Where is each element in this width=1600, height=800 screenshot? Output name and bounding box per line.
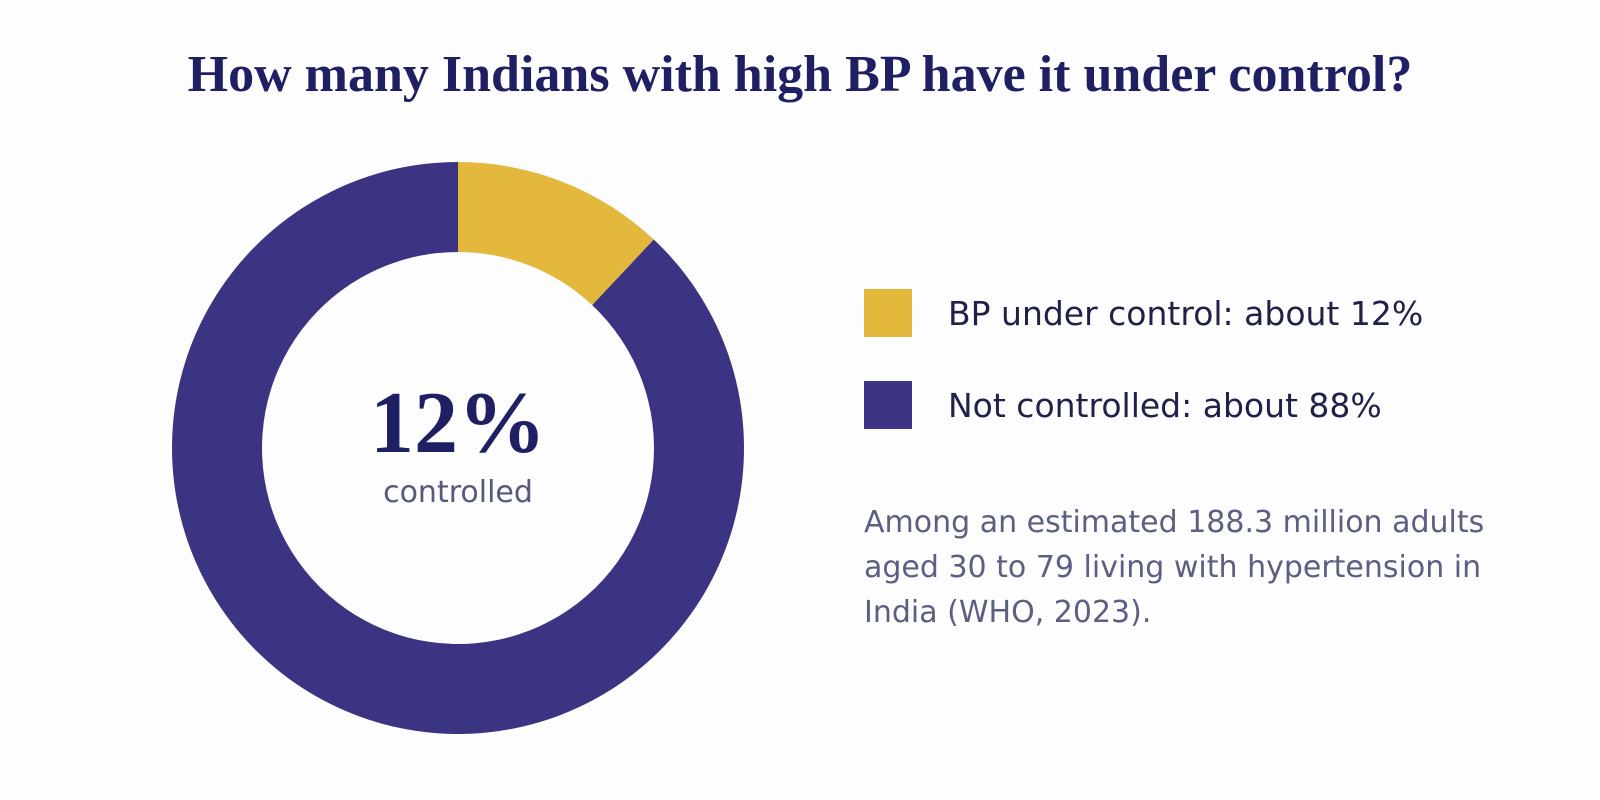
legend-item-controlled: BP under control: about 12% [864,288,1423,338]
legend-label-controlled: BP under control: about 12% [948,293,1424,333]
legend-swatch-not-controlled [864,381,912,429]
donut-chart: 12% controlled [168,158,748,738]
center-caption: controlled [383,475,533,510]
center-value: 12% [370,375,546,472]
legend-label-not-controlled: Not controlled: about 88% [948,385,1382,425]
donut-slices [172,162,745,734]
legend-item-not-controlled: Not controlled: about 88% [864,380,1423,430]
legend: BP under control: about 12% Not controll… [864,288,1423,472]
source-note: Among an estimated 188.3 million adults … [864,505,1485,630]
donut-slice-controlled [458,162,654,306]
legend-swatch-controlled [864,289,912,337]
chart-title: How many Indians with high BP have it un… [187,46,1413,103]
donut-slice-not-controlled [172,162,745,734]
donut-svg [172,162,745,734]
